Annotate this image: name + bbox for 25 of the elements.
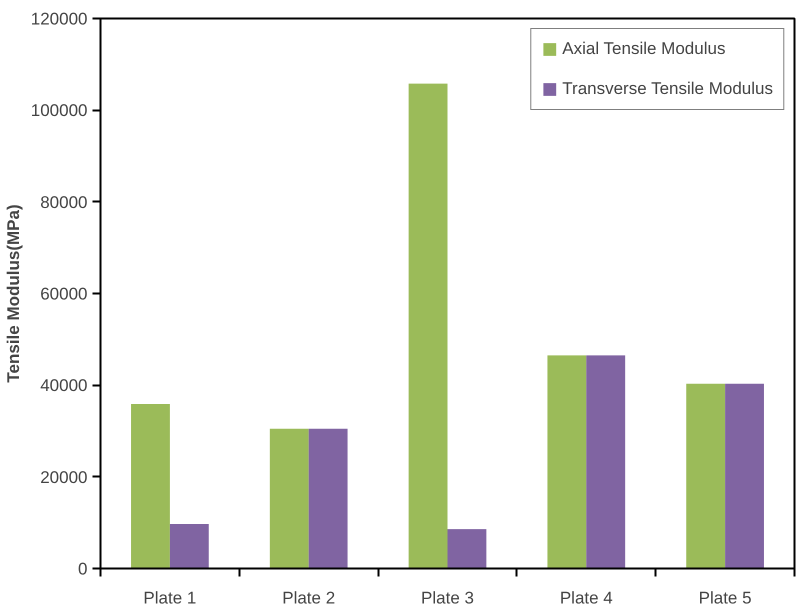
y-tick-label: 120000: [30, 10, 88, 28]
x-tick-label: Plate 3: [421, 588, 474, 608]
x-tick-label: Plate 2: [282, 588, 336, 608]
bar: [308, 428, 348, 568]
bar: [725, 384, 764, 568]
y-tick-label: 0: [78, 560, 88, 578]
bar: [170, 524, 209, 568]
bar: [686, 384, 726, 568]
y-axis-title: Tensile Modulus(MPa): [4, 204, 23, 383]
bar: [408, 84, 448, 568]
bar: [586, 355, 626, 568]
bar: [448, 529, 486, 568]
bar: [270, 428, 309, 568]
x-tick-label: Plate 4: [560, 588, 613, 608]
legend-label: Transverse Tensile Modulus: [562, 79, 773, 99]
x-tick-label: Plate 5: [698, 588, 752, 608]
x-tick-label: Plate 1: [143, 588, 196, 608]
legend-label: Axial Tensile Modulus: [562, 39, 726, 59]
bar: [547, 355, 586, 568]
y-tick-label: 60000: [40, 284, 88, 304]
y-tick-label: 20000: [40, 468, 88, 487]
y-tick-label: 40000: [40, 376, 88, 396]
bar: [131, 404, 170, 568]
y-tick-label: 80000: [40, 192, 88, 212]
y-tick-label: 100000: [30, 101, 88, 120]
